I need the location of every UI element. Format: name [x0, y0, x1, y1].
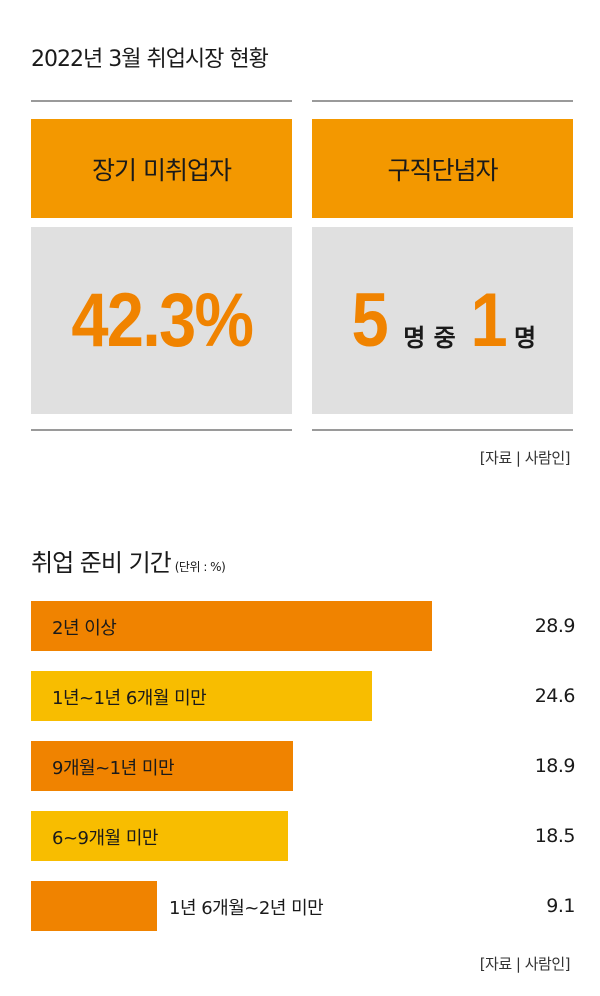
chart-title-text: 취업 준비 기간 — [31, 549, 172, 577]
page-title: 2022년 3월 취업시장 현황 — [31, 47, 269, 72]
card-header-discouraged-seekers: 구직단념자 — [312, 119, 573, 218]
discouraged-seekers-unit-of: 명 중 — [403, 324, 456, 352]
bar-1 — [31, 601, 432, 651]
bar-value-label-3: 18.9 — [534, 755, 576, 777]
chart-unit-note: (단위 : %) — [174, 560, 226, 574]
card-body-discouraged-seekers: 5 명 중 1 명 — [312, 227, 573, 414]
bar-value-label-2: 24.6 — [534, 685, 576, 707]
bar-3 — [31, 741, 293, 791]
card-header-long-term-unemployed: 장기 미취업자 — [31, 119, 292, 218]
chart-title: 취업 준비 기간 (단위 : %) — [31, 543, 226, 578]
discouraged-seekers-count: 1 — [470, 278, 508, 363]
divider — [312, 429, 573, 431]
long-term-unemployed-value: 42.3% — [71, 278, 254, 363]
bar-label-1: 2년 이상 — [52, 618, 117, 639]
bar-value-label-1: 28.9 — [534, 615, 576, 637]
bar-2 — [31, 671, 372, 721]
bar-label-2: 1년~1년 6개월 미만 — [52, 688, 207, 709]
discouraged-seekers-total: 5 — [351, 278, 389, 363]
divider — [31, 429, 292, 431]
bar-5 — [31, 881, 157, 931]
divider — [312, 100, 573, 102]
divider — [31, 100, 292, 102]
source-note: [자료 | 사람인] — [479, 449, 571, 467]
bar-value-label-4: 18.5 — [534, 825, 576, 847]
bar-label-3: 9개월~1년 미만 — [52, 758, 175, 779]
bar-label-5: 1년 6개월~2년 미만 — [169, 898, 324, 919]
bar-4 — [31, 811, 288, 861]
source-note: [자료 | 사람인] — [479, 955, 571, 973]
discouraged-seekers-unit: 명 — [513, 324, 537, 352]
bar-value-label-5: 9.1 — [546, 895, 575, 917]
bar-label-4: 6~9개월 미만 — [52, 828, 158, 849]
card-body-long-term-unemployed: 42.3% — [31, 227, 292, 414]
